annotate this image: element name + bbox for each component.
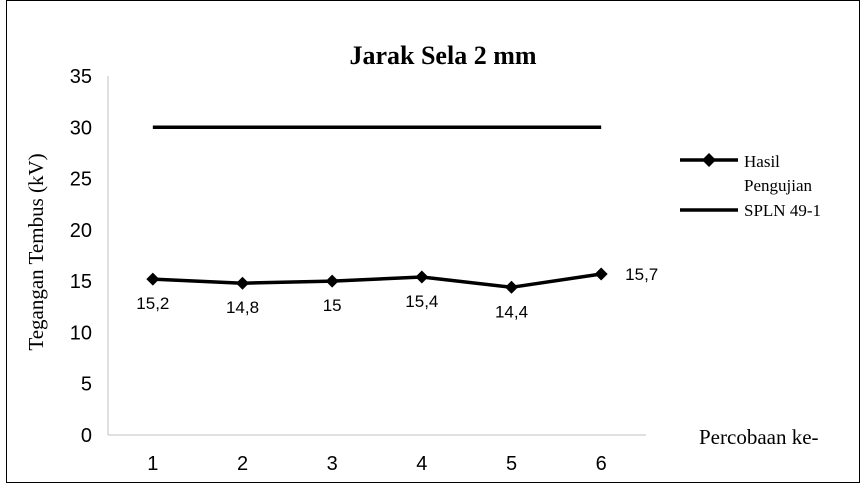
y-axis-label: Tegangan Tembus (kV) xyxy=(24,153,48,350)
y-tick-labels: 0 5 10 15 20 25 30 35 xyxy=(70,66,92,447)
x-tick-label: 4 xyxy=(416,453,427,475)
data-label: 14,4 xyxy=(495,302,528,321)
x-tick-label: 2 xyxy=(237,453,248,475)
chart-title: Jarak Sela 2 mm xyxy=(349,41,536,70)
legend-label-spln: SPLN 49-1 xyxy=(744,201,821,220)
y-tick-label: 20 xyxy=(70,220,92,242)
legend-label-hasil-line1: Hasil xyxy=(744,152,780,171)
data-point-diamond xyxy=(146,272,160,286)
data-label: 15,7 xyxy=(625,265,658,284)
data-label: 15,2 xyxy=(136,294,169,313)
y-tick-label: 25 xyxy=(70,169,92,191)
x-tick-label: 6 xyxy=(596,453,607,475)
y-tick-label: 5 xyxy=(81,374,92,396)
data-label: 15 xyxy=(323,296,342,315)
legend-diamond-icon xyxy=(702,153,716,167)
y-tick-label: 10 xyxy=(70,322,92,344)
x-tick-label: 1 xyxy=(147,453,158,475)
data-point-diamond xyxy=(236,276,249,290)
series-layer xyxy=(146,125,608,294)
data-labels: 15,2 14,8 15 15,4 14,4 15,7 xyxy=(136,265,658,321)
series-line-hasil-pengujian xyxy=(152,272,602,290)
x-tick-label: 5 xyxy=(506,453,517,475)
y-tick-label: 15 xyxy=(70,271,92,293)
legend-label-hasil-line2: Pengujian xyxy=(744,176,812,195)
data-point-diamond xyxy=(594,267,608,281)
y-tick-label: 35 xyxy=(70,66,92,88)
legend: Hasil Pengujian SPLN 49-1 xyxy=(680,152,821,220)
y-tick-label: 30 xyxy=(70,117,92,139)
y-tick-label: 0 xyxy=(81,425,92,447)
data-label: 15,4 xyxy=(405,292,438,311)
x-axis-label: Percobaan ke- xyxy=(699,425,819,449)
x-tick-labels: 1 2 3 4 5 6 xyxy=(147,453,606,475)
data-point-diamond xyxy=(325,274,339,288)
data-point-diamond xyxy=(505,280,518,294)
data-label: 14,8 xyxy=(226,298,259,317)
x-tick-label: 3 xyxy=(327,453,338,475)
data-point-diamond xyxy=(415,270,429,284)
chart-border xyxy=(6,0,860,483)
